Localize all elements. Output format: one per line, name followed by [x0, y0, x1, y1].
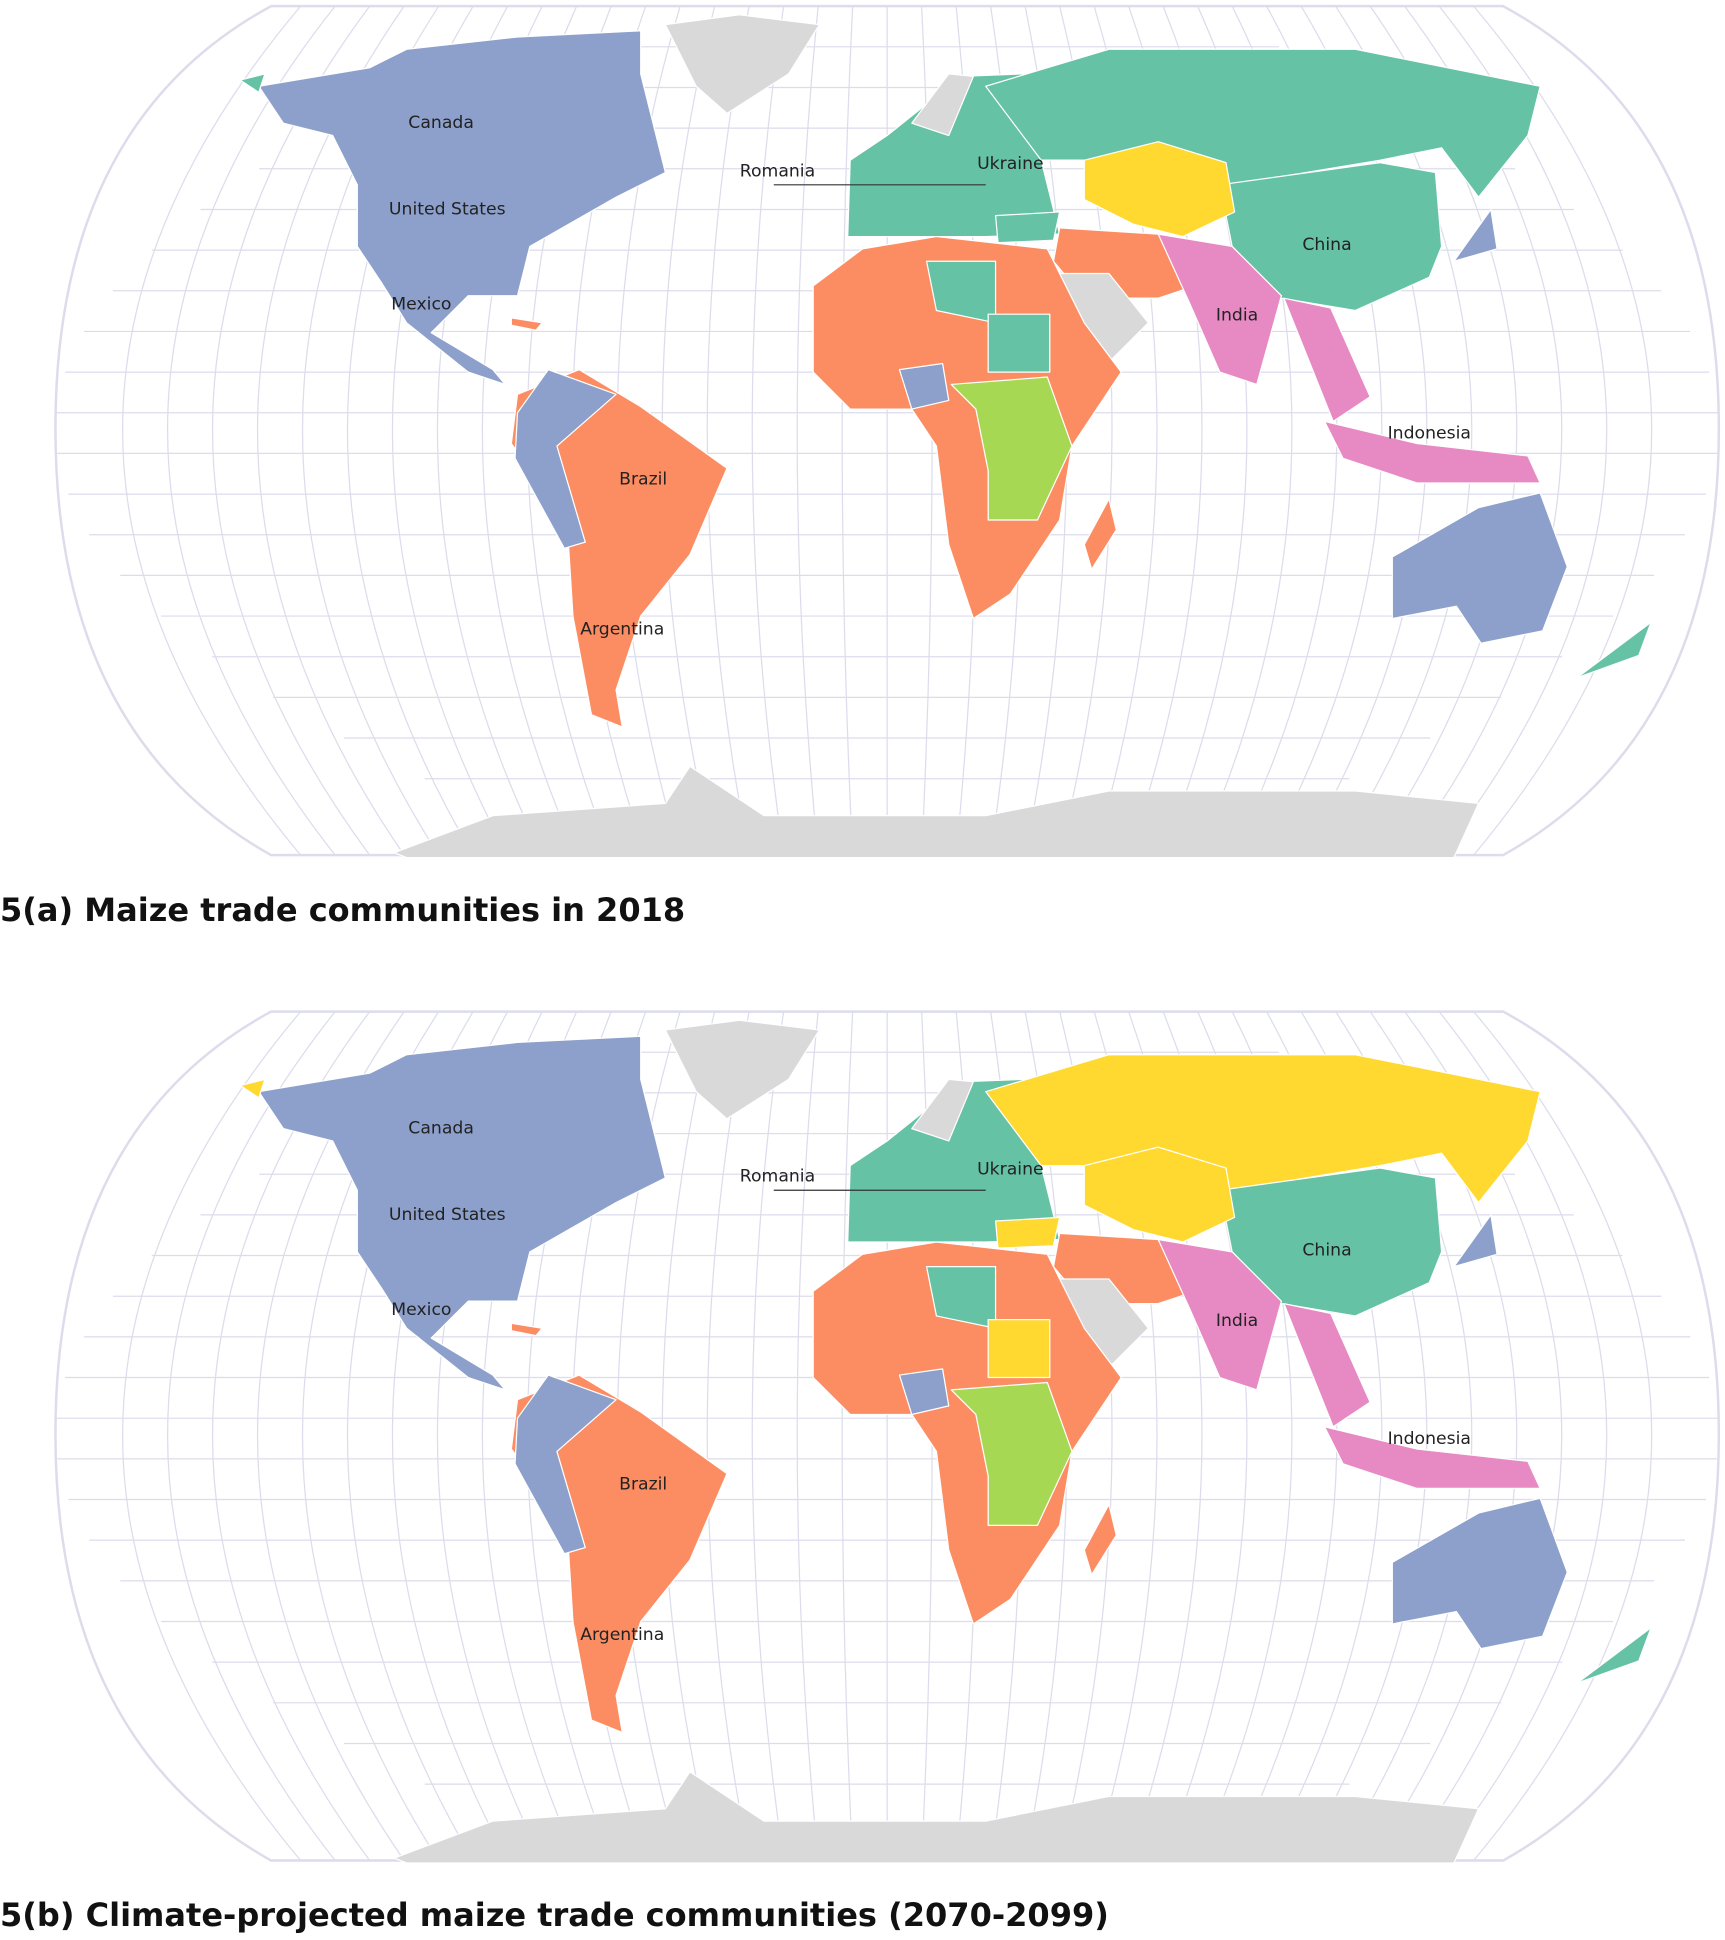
madagascar — [1083, 498, 1117, 570]
country-label: Romania — [740, 1167, 815, 1187]
australia — [1391, 492, 1568, 644]
east-africa — [950, 1381, 1073, 1527]
alaska-tip — [239, 73, 266, 94]
new-zealand — [1576, 1627, 1652, 1684]
country-label: Mexico — [391, 1300, 451, 1320]
andes — [514, 369, 617, 549]
turkey — [994, 211, 1061, 244]
country-label: Canada — [408, 1119, 474, 1139]
meridian — [211, 1011, 371, 1861]
antarctica — [393, 765, 1480, 859]
caption: 5(b) Climate-projected maize trade commu… — [0, 1896, 1109, 1934]
madagascar — [1083, 1503, 1117, 1576]
country-label: Argentina — [580, 1625, 664, 1645]
scandinavia — [911, 73, 975, 137]
australia — [1391, 1497, 1568, 1650]
meridian — [796, 6, 819, 856]
nigeria — [898, 362, 950, 410]
kazakhstan — [1083, 1146, 1236, 1243]
meridian — [751, 6, 785, 856]
sudan — [987, 1319, 1051, 1379]
east-africa — [950, 376, 1073, 521]
greenland — [664, 1019, 820, 1120]
meridian — [751, 1011, 785, 1861]
country-label: India — [1216, 305, 1258, 325]
country-label: Argentina — [580, 620, 664, 640]
north-america — [258, 1035, 666, 1391]
scandinavia — [911, 1078, 975, 1142]
meridian — [166, 1011, 336, 1861]
map: Canada United States Mexico Brazil Argentina… — [0, 4, 1721, 929]
caption: 5(a) Maize trade communities in 2018 — [0, 891, 685, 929]
country-label: Ukraine — [977, 154, 1044, 174]
se-asia — [1283, 297, 1371, 423]
country-label: Indonesia — [1388, 1429, 1471, 1449]
meridian — [166, 5, 336, 856]
se-asia — [1283, 1302, 1371, 1428]
country-label: Ukraine — [977, 1159, 1044, 1179]
andes — [514, 1374, 617, 1555]
meridian — [121, 5, 302, 856]
country-label: China — [1302, 1241, 1351, 1261]
country-label: Indonesia — [1388, 424, 1471, 444]
india — [1157, 1238, 1283, 1391]
meridian — [706, 1011, 750, 1861]
india — [1157, 233, 1283, 386]
meridian — [211, 5, 371, 856]
japan — [1453, 208, 1498, 262]
north-america — [258, 30, 666, 386]
country-label: United States — [389, 199, 506, 219]
country-label: China — [1302, 235, 1351, 255]
cuba — [510, 317, 543, 331]
sudan — [987, 313, 1051, 373]
meridian — [841, 6, 854, 856]
country-label: India — [1216, 1311, 1258, 1331]
greenland — [664, 14, 820, 114]
antarctica — [393, 1771, 1480, 1864]
map: Canada United States Mexico Brazil Argentina… — [0, 1010, 1721, 1934]
meridian — [841, 1011, 854, 1861]
alaska-tip — [239, 1078, 266, 1099]
meridian — [706, 6, 750, 856]
turkey — [994, 1216, 1061, 1249]
indonesia — [1323, 1426, 1541, 1490]
meridian — [796, 1011, 819, 1861]
meridian — [1473, 5, 1653, 856]
meridian — [121, 1011, 302, 1861]
new-zealand — [1576, 621, 1652, 679]
meridian — [1473, 1011, 1653, 1861]
cuba — [510, 1322, 543, 1337]
country-label: Mexico — [391, 294, 451, 314]
country-label: Canada — [408, 113, 474, 133]
nigeria — [898, 1368, 950, 1416]
country-label: Romania — [740, 161, 815, 181]
country-label: United States — [389, 1205, 506, 1225]
indonesia — [1323, 420, 1541, 484]
country-label: Brazil — [619, 469, 667, 489]
japan — [1453, 1214, 1498, 1268]
country-label: Brazil — [619, 1475, 667, 1495]
kazakhstan — [1083, 141, 1236, 238]
